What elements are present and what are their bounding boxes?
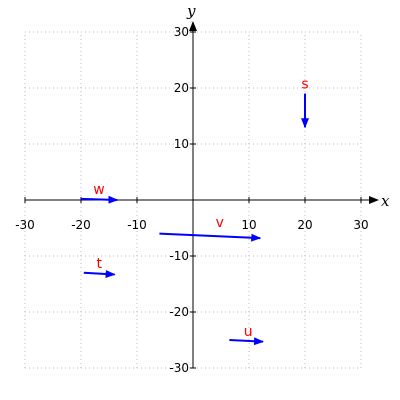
vector-s-label: s [301,77,308,93]
x-tick-label: 30 [353,218,368,232]
x-axis-label: x [381,192,390,210]
x-tick-label: 10 [241,218,256,232]
vectors: s w v t u [80,77,309,346]
y-tick-label: 30 [174,25,189,39]
vector-t-arrow [83,269,116,278]
vector-v-label: v [216,215,224,231]
x-tick-label: -10 [127,218,147,232]
vector-u-label: u [244,324,253,340]
vector-t-label: t [96,256,102,272]
y-tick-label: -30 [169,361,189,375]
tick-labels: -30 -20 -10 10 20 30 30 20 10 -10 -20 -30 [15,25,368,375]
axes [25,21,379,368]
y-tick-label: 10 [174,137,189,151]
y-axis-label: y [186,2,196,20]
vector-v-arrow [159,232,262,242]
vector-w-label: w [93,182,104,198]
x-tick-label: -20 [71,218,91,232]
vector-u-arrow [229,337,264,346]
vector-w-arrow [80,195,119,204]
y-tick-label: -20 [169,305,189,319]
y-tick-label: 20 [174,81,189,95]
y-tick-label: -10 [169,249,189,263]
x-tick-label: 20 [297,218,312,232]
x-tick-label: -30 [15,218,35,232]
